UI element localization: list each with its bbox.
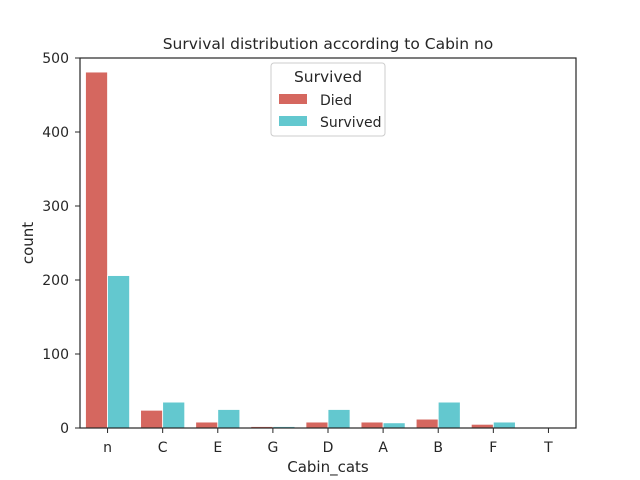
x-tick-label-T: T [543,440,553,456]
x-tick-label-B: B [433,440,443,456]
y-tick-label: 500 [42,51,69,67]
legend-label-survived: Survived [320,115,381,131]
y-tick-label: 200 [42,273,69,289]
x-axis-label: Cabin_cats [287,458,369,477]
x-tick-label-C: C [158,440,168,456]
bar-survived-F [492,421,516,429]
x-tick-label-A: A [378,440,388,456]
chart-title: Survival distribution according to Cabin… [163,35,494,53]
x-tick-label-n: n [103,440,112,456]
bar-survived-n [107,275,130,429]
legend: Survived Died Survived [270,62,386,137]
y-tick-label: 300 [42,199,69,215]
y-tick-label: 400 [42,125,69,141]
legend-swatch-died [279,94,307,104]
y-tick-label: 100 [42,347,69,363]
x-tick-label-D: D [323,440,334,456]
x-tick-label-G: G [267,440,278,456]
x-tick-label-E: E [213,440,222,456]
bar-died-D [305,421,329,429]
bar-died-E [195,421,219,429]
bar-died-B [415,418,439,429]
bar-survived-D [327,409,351,429]
bar-died-A [360,421,384,429]
bar-survived-A [382,422,406,429]
bars-layer [85,71,549,429]
legend-title: Survived [294,68,362,86]
y-tick-label: 0 [60,421,69,437]
y-axis-label: count [19,222,37,264]
bar-survived-E [217,409,241,429]
axes-frame [79,57,577,429]
bar-died-C [140,409,164,429]
legend-swatch-survived [279,116,307,126]
y-axis-ticks: 0 100 200 300 400 500 [42,51,80,437]
bar-survived-B [437,401,461,429]
bar-survived-C [162,401,186,429]
bar-died-n [85,71,108,429]
x-tick-label-F: F [489,440,497,456]
legend-label-died: Died [320,93,352,109]
